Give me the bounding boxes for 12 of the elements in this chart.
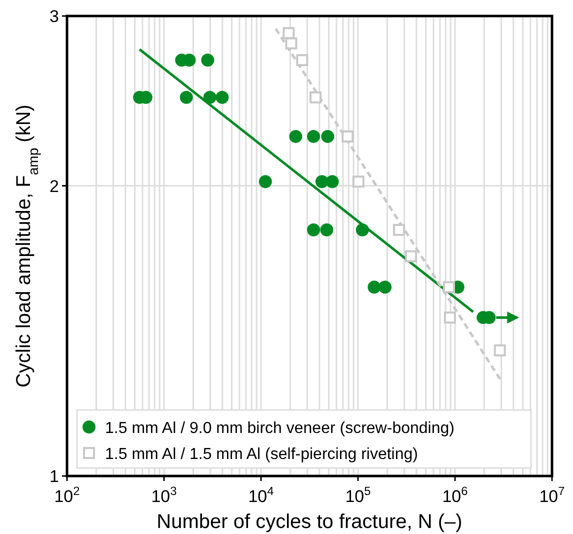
legend-label: 1.5 mm Al / 9.0 mm birch veneer (screw-bonding) — [105, 420, 454, 437]
x-axis-title: Number of cycles to fracture, N (–) — [156, 511, 462, 533]
x-tick-label: 10$^{3}$ — [151, 484, 178, 506]
y-tick-label: 2 — [50, 176, 59, 196]
legend-label: 1.5 mm Al / 1.5 mm Al (self-piercing riveting) — [105, 446, 418, 463]
y-tick-label: 3 — [50, 7, 59, 26]
x-tick-label: 10$^{7}$ — [539, 484, 566, 506]
x-tick-label: 10$^{2}$ — [54, 484, 80, 506]
x-tick-label: 10$^{5}$ — [345, 484, 372, 506]
x-tick-label: 10$^{4}$ — [248, 484, 274, 506]
x-tick-label: 10$^{6}$ — [442, 484, 468, 506]
y-tick-label: 1 — [50, 467, 59, 486]
